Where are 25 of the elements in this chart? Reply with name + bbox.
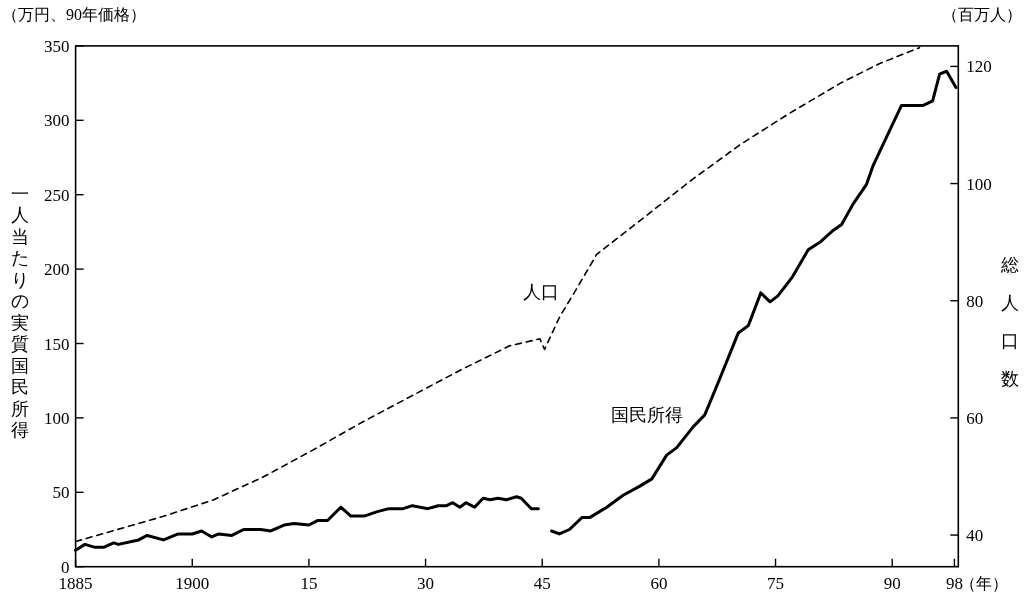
y-tick-label: 200 — [44, 260, 70, 280]
y-axis-title: 一人当たりの実質国民所得 — [11, 183, 29, 441]
y-tick-label: 350 — [44, 36, 70, 56]
series-label: 人口 — [523, 282, 560, 303]
y-tick-label: 150 — [44, 334, 70, 354]
x-tick-label: 60 — [650, 573, 668, 593]
y2-tick-label: 40 — [966, 526, 984, 546]
y2-tick-label: 60 — [966, 408, 984, 428]
y-tick-label: 50 — [52, 483, 70, 503]
y2-axis-title: 総人口数 — [1001, 255, 1019, 389]
x-tick-label: 45 — [533, 573, 551, 593]
y-tick-label: 100 — [44, 408, 70, 428]
y2-tick-label: 120 — [966, 57, 992, 77]
x-tick-label: 75 — [767, 573, 785, 593]
x-tick-label: 90 — [883, 573, 901, 593]
annotation: （百万人） — [942, 6, 1022, 23]
x-tick-label: 30 — [417, 573, 435, 593]
y2-tick-label: 100 — [966, 174, 992, 194]
x-tick-label: 1900 — [175, 573, 210, 593]
annotation: （万円、90年価格） — [2, 6, 146, 23]
y-tick-label: 250 — [44, 185, 70, 205]
series-label: 国民所得 — [610, 404, 683, 425]
y2-tick-label: 80 — [966, 291, 984, 311]
x-tick-label: 15 — [300, 573, 318, 593]
y-tick-label: 300 — [44, 111, 70, 131]
